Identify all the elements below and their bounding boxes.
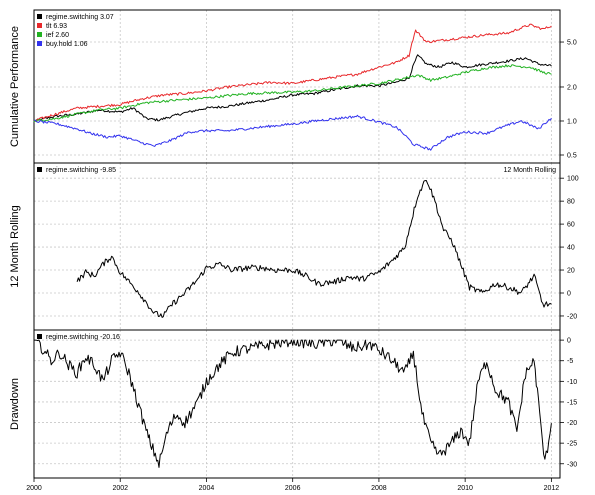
panel-frame bbox=[33, 9, 561, 164]
legend-swatch-2 bbox=[37, 23, 42, 28]
panel-2: -20 0 20 40 60 80 100 12 Month Rolling regime.sw… bbox=[9, 162, 579, 331]
legend-label-1: regime.switching -20.16 bbox=[46, 334, 120, 341]
ytick-label: 2.0 bbox=[567, 84, 577, 91]
legend-swatch-1 bbox=[37, 167, 42, 172]
legend-label-3: ief 2.60 bbox=[46, 32, 69, 39]
ytick-label: -15 bbox=[567, 399, 577, 406]
series-line-1 bbox=[33, 54, 552, 122]
ytick-label: 100 bbox=[567, 176, 579, 183]
legend-swatch-1 bbox=[37, 334, 42, 339]
ytick-label: -5 bbox=[567, 358, 573, 365]
ytick-label: 0 bbox=[567, 291, 571, 298]
xtick-label: 2002 bbox=[112, 485, 128, 492]
series-line-3 bbox=[33, 64, 552, 123]
xtick-label: 2000 bbox=[26, 485, 42, 492]
ytick-label: 60 bbox=[567, 222, 575, 229]
legend-swatch-4 bbox=[37, 41, 42, 46]
y-axis-label: Cumulative Performance bbox=[9, 26, 21, 147]
ytick-label: -10 bbox=[567, 379, 577, 386]
xtick-label: 2010 bbox=[457, 485, 473, 492]
ytick-label: -30 bbox=[567, 461, 577, 468]
ytick-label: -20 bbox=[567, 420, 577, 427]
y-axis-label: 12 Month Rolling bbox=[9, 205, 21, 288]
series-line-2 bbox=[33, 23, 552, 122]
legend-label-1: regime.switching -9.85 bbox=[46, 167, 116, 174]
ytick-label: 5.0 bbox=[567, 40, 577, 47]
legend-label-1: regime.switching 3.07 bbox=[46, 14, 114, 21]
ytick-label: -20 bbox=[567, 313, 577, 320]
panel-1: 0.5 1.0 2.0 5.0 Cumulative Performance regime… bbox=[9, 9, 577, 164]
ytick-label: 80 bbox=[567, 199, 575, 206]
xtick-label: 2006 bbox=[285, 485, 301, 492]
ytick-label: 0 bbox=[567, 338, 571, 345]
ytick-label: 40 bbox=[567, 245, 575, 252]
series-line-1 bbox=[34, 339, 552, 468]
series-line-4 bbox=[33, 114, 552, 151]
panel-frame bbox=[33, 162, 561, 331]
ytick-label: 1.0 bbox=[567, 118, 577, 125]
ytick-label: 0.5 bbox=[567, 152, 577, 159]
ytick-label: 20 bbox=[567, 268, 575, 275]
panel-frame bbox=[33, 329, 561, 479]
legend-label-4: buy.hold 1.06 bbox=[46, 41, 88, 48]
legend-label-2: tlt 6.93 bbox=[46, 23, 67, 30]
xtick-label: 2004 bbox=[199, 485, 215, 492]
y-axis-label: Drawdown bbox=[9, 378, 21, 430]
xtick-label: 2008 bbox=[371, 485, 387, 492]
xtick-label: 2012 bbox=[544, 485, 560, 492]
panel-3: -30 -25 -20 -15 -10 -5 0 Drawdown regime.switchi… bbox=[9, 329, 577, 492]
legend-swatch-1 bbox=[37, 14, 42, 19]
panel-annotation: 12 Month Rolling bbox=[503, 167, 556, 174]
series-line-1 bbox=[76, 180, 552, 318]
legend-swatch-3 bbox=[37, 32, 42, 37]
ytick-label: -25 bbox=[567, 441, 577, 448]
